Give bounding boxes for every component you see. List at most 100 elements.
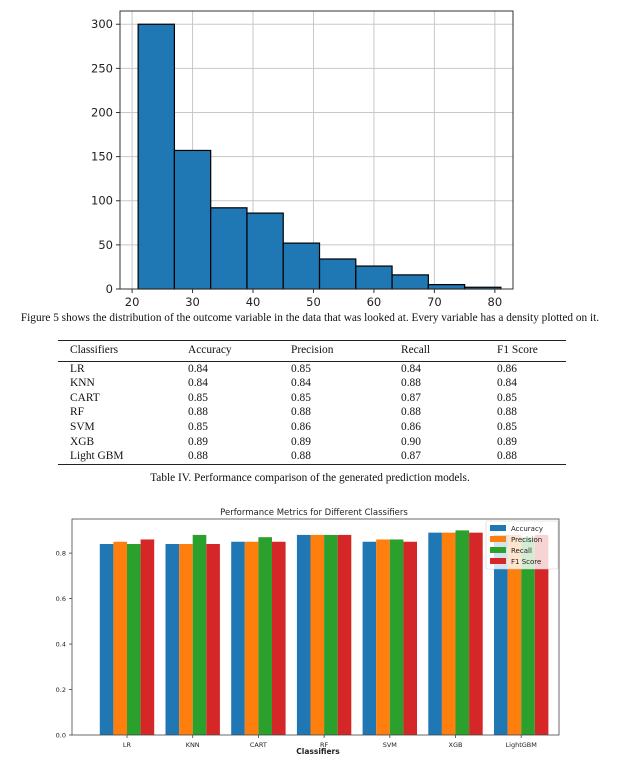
f1-score-cell: 0.84 — [497, 377, 517, 390]
histogram-bar — [427, 283, 466, 290]
recall-cell: 0.90 — [401, 435, 421, 448]
bar-chart-bar — [192, 534, 207, 735]
accuracy-cell: 0.88 — [188, 406, 208, 419]
histogram-y-tick-label: 100 — [91, 194, 113, 208]
histogram-y-tick-label: 150 — [91, 150, 113, 164]
bar-chart-bar — [140, 539, 155, 735]
recall-cell: 0.86 — [401, 420, 421, 433]
bar-chart-bar — [296, 534, 311, 735]
histogram-y-tick-label: 0 — [106, 282, 113, 296]
bar-chart-x-tick-label: LightGBM — [506, 741, 537, 749]
recall-cell: 0.88 — [401, 377, 421, 390]
f1-score-cell: 0.86 — [485, 360, 566, 377]
histogram-x-tick-label: 20 — [125, 295, 140, 309]
f1-score-cell: 0.88 — [485, 449, 566, 465]
bar-chart-x-tick-label: XGB — [449, 741, 463, 749]
bar-chart-bar — [521, 537, 535, 735]
table-row: XGB 0.89 0.89 0.90 0.89 — [58, 435, 566, 450]
histogram-y-tick-label: 50 — [98, 238, 113, 252]
histogram-bar — [282, 242, 321, 290]
bar-chart-legend-swatch — [490, 536, 506, 542]
bar-chart-plot-frame — [71, 518, 560, 736]
accuracy-cell: 0.85 — [188, 391, 208, 404]
bar-chart-y-ticks: 0.0 0.2 0.4 0.6 0.8 — [56, 550, 72, 740]
table-header-cell: Accuracy — [188, 344, 232, 356]
histogram-x-tick-label: 80 — [488, 295, 503, 309]
f1-score-cell: 0.85 — [497, 391, 517, 404]
bar-chart-bar — [310, 534, 325, 735]
bar-chart-x-tick-label: KNN — [186, 741, 200, 749]
histogram-plot-frame — [119, 10, 514, 290]
bar-chart-bar — [428, 532, 442, 735]
accuracy-cell: 0.88 — [176, 449, 279, 465]
classifier-name: Light GBM — [58, 449, 176, 465]
precision-cell: 0.84 — [291, 377, 311, 390]
bar-chart-y-tick-label: 0.8 — [56, 550, 66, 558]
recall-cell: 0.87 — [389, 449, 485, 465]
bar-chart-bar — [455, 530, 470, 735]
histogram-x-tick-label: 50 — [306, 295, 321, 309]
bar-chart-bar — [272, 541, 286, 735]
table-header-cell: Recall — [401, 344, 431, 356]
bar-chart-bar — [324, 534, 338, 735]
classifier-name: RF — [70, 406, 84, 419]
histogram-grid — [120, 11, 513, 290]
histogram-bar — [246, 212, 284, 290]
bar-chart-bar — [99, 544, 114, 735]
bar-chart-title: Performance Metrics for Different Classi… — [220, 508, 408, 518]
histogram-bar — [173, 149, 212, 290]
histogram-y-ticks: 0 50 100 150 200 250 300 — [91, 17, 120, 296]
bar-chart-y-tick-label: 0.4 — [56, 641, 66, 649]
accuracy-cell: 0.84 — [188, 377, 208, 390]
bar-chart-bar — [376, 539, 390, 735]
recall-cell: 0.88 — [401, 406, 421, 419]
histogram-figure: 0 50 100 150 200 250 300 20 30 40 50 60 70 80 — [91, 10, 514, 309]
histogram-bar — [391, 274, 429, 290]
bar-chart-y-tick-label: 0.0 — [56, 732, 66, 740]
histogram-x-tick-label: 40 — [246, 295, 261, 309]
bar-chart-x-tick-label: LR — [123, 741, 132, 749]
bar-chart-bar — [507, 534, 522, 735]
classifier-name: CART — [70, 391, 100, 404]
bar-chart-bar — [231, 541, 245, 735]
precision-cell: 0.88 — [279, 449, 389, 465]
f1-score-cell: 0.85 — [497, 420, 517, 433]
histogram-x-tick-label: 30 — [185, 295, 200, 309]
bar-chart-legend-label: Recall — [511, 547, 532, 555]
histogram-y-tick-label: 250 — [91, 61, 113, 75]
recall-cell: 0.84 — [389, 360, 485, 377]
table-row: CART 0.85 0.85 0.87 0.85 — [58, 391, 566, 406]
bar-chart-x-axis-label: Classifiers — [296, 747, 340, 756]
histogram-y-tick-label: 200 — [91, 105, 113, 119]
performance-bar-chart: Performance Metrics for Different Classi… — [56, 508, 560, 756]
table-header-cell: Classifiers — [70, 344, 119, 356]
recall-cell: 0.87 — [401, 391, 421, 404]
histogram-x-tick-label: 70 — [427, 295, 442, 309]
bar-chart-bar — [389, 539, 404, 735]
bar-chart-bars — [99, 530, 549, 735]
table-row: LR 0.84 0.85 0.84 0.86 — [58, 360, 566, 377]
precision-cell: 0.85 — [279, 360, 389, 377]
bar-chart-x-ticks: LR KNN CART RF SVM XGB LightGBM — [123, 735, 537, 749]
bar-chart-x-tick-label: RF — [320, 741, 329, 749]
performance-table: Classifiers Accuracy Precision Recall F1… — [58, 340, 566, 465]
bar-chart-bar — [258, 537, 272, 735]
f1-score-cell: 0.88 — [497, 406, 517, 419]
bar-chart-bar — [244, 541, 259, 735]
table-header-cell: Precision — [291, 344, 334, 356]
precision-cell: 0.88 — [291, 406, 311, 419]
histogram-bar — [355, 265, 393, 290]
table-row: KNN 0.84 0.84 0.88 0.84 — [58, 376, 566, 391]
classifier-name: SVM — [70, 420, 95, 433]
histogram-x-tick-label: 60 — [367, 295, 382, 309]
table-header-row: Classifiers Accuracy Precision Recall F1… — [58, 340, 566, 362]
histogram-bars — [137, 23, 502, 290]
bar-chart-legend-swatch — [490, 558, 506, 564]
bar-chart-bar — [469, 532, 483, 735]
histogram-x-ticks: 20 30 40 50 60 70 80 — [125, 289, 502, 309]
classifier-name: KNN — [70, 377, 95, 390]
accuracy-cell: 0.85 — [188, 420, 208, 433]
bar-chart-legend-swatch — [490, 525, 506, 531]
precision-cell: 0.85 — [291, 391, 311, 404]
